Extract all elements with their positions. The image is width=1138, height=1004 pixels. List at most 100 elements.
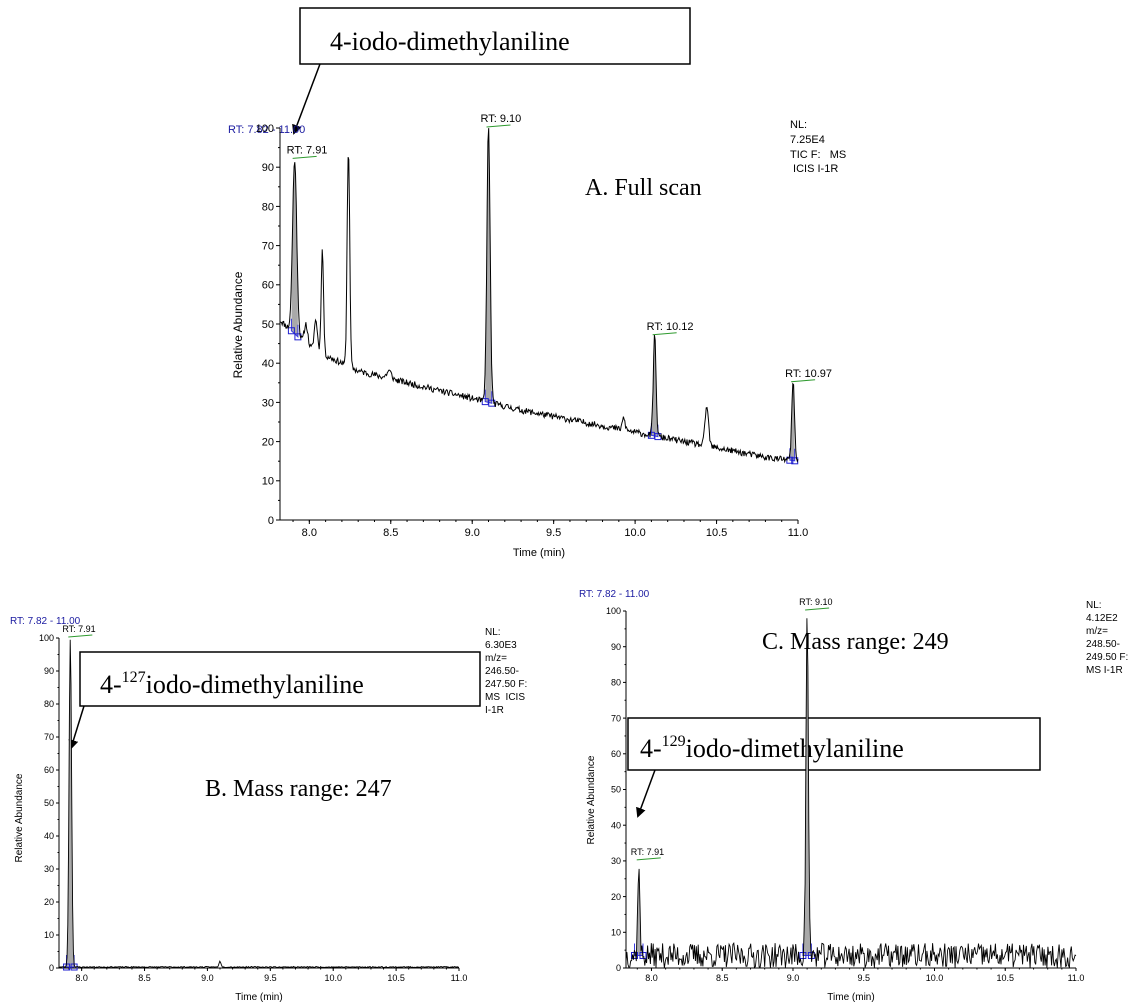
pb-ytick-label: 80 [44,699,54,709]
xlabel-a: Time (min) [513,547,565,559]
callout-c-isotope: 129 [662,733,686,750]
pc-ytick-label: 0 [616,963,621,973]
pa-xtick-label: 9.0 [465,527,480,539]
pa-peak-label: RT: 10.97 [785,368,832,380]
panel-c: RT: 7.82 - 11.00 C. Mass range: 249 NL: … [579,589,1128,1003]
nl-line-c-2: m/z= [1086,626,1108,637]
pc-integration-edge [634,943,644,956]
panel-label-c: C. Mass range: 249 [762,629,949,655]
nl-line-b-2: m/z= [485,653,507,664]
callout-b-rest: iodo-dimethylaniline [146,670,364,699]
pa-peak-area [485,128,492,404]
pb-ytick-label: 50 [44,798,54,808]
pa-integration-marker [481,398,489,406]
pa-ytick-label: 10 [262,476,274,488]
pb-ytick-label: 70 [44,732,54,742]
pc-xtick-label: 11.0 [1068,973,1085,983]
nl-line-c-3: 248.50- [1086,639,1120,650]
pc-ytick-label: 10 [611,927,621,937]
callout-c-rest: iodo-dimethylaniline [686,734,904,763]
callout-label-a: 4-iodo-dimethylaniline [330,27,570,56]
pa-signal-trace [279,128,799,464]
pc-integration-edge [802,943,812,956]
panel-a: 4-iodo-dimethylaniline RT: 7.82 - 11.00 … [228,7,846,559]
pb-ytick-label: 60 [44,765,54,775]
callout-c-prefix: 4- [640,734,662,763]
callout-b-prefix: 4- [100,670,122,699]
pc-ytick-label: 20 [611,892,621,902]
pc-xtick-label: 10.5 [996,973,1014,983]
pb-xtick-label: 10.5 [387,973,405,983]
pb-peak-label: RT: 7.91 [62,624,95,634]
pa-ytick-label: 90 [262,162,274,174]
pb-signal-trace [58,639,460,969]
panel-b: RT: 7.82 - 11.00 4-127iodo-dimethylanili… [10,616,527,1003]
pb-ytick-label: 100 [39,633,54,643]
pb-xtick-label: 9.0 [201,973,214,983]
pc-ytick-label: 40 [611,820,621,830]
pa-xtick-label: 8.5 [383,527,398,539]
rt-range-b: RT: 7.82 - 11.00 [10,616,81,627]
pc-xtick-label: 8.0 [645,973,658,983]
plot-area-a: 0 10 20 30 40 50 60 70 80 90 100 8.0 8.5 9.0 9.5 10.0 10… [256,113,832,539]
pc-xtick-label: 9.5 [857,973,870,983]
pa-peak-marker [791,379,816,383]
panel-label-a: A. Full scan [585,175,702,201]
pb-ytick-label: 40 [44,831,54,841]
xlabel-c: Time (min) [827,992,874,1003]
nl-line-a-3: ICIS I-1R [790,163,838,175]
pb-xtick-label: 10.0 [324,973,342,983]
pc-ytick-label: 30 [611,856,621,866]
pa-xtick-label: 10.0 [624,527,645,539]
nl-line-a-0: NL: [790,119,807,131]
pc-ytick-label: 50 [611,785,621,795]
pa-peak-marker [292,155,317,159]
pb-xtick-label: 11.0 [451,973,468,983]
nl-line-a-1: 7.25E4 [790,134,825,146]
plot-area-c: 0 10 20 30 40 50 60 70 80 90 100 8.0 8.5 9.0 9.5 10.0 10… [606,597,1084,983]
pc-signal-trace [625,618,1077,969]
pa-ytick-label: 0 [268,515,274,527]
nl-info-b: NL: 6.30E3 m/z= 246.50- 247.50 F: MS ICI… [485,627,527,716]
pa-peak-label: RT: 7.91 [287,144,328,156]
pa-ytick-label: 40 [262,358,274,370]
pc-ytick-label: 100 [606,606,621,616]
pa-ytick-label: 50 [262,319,274,331]
callout-box-b [79,651,481,707]
pc-ytick-label: 70 [611,713,621,723]
pc-peak-marker [636,857,661,861]
pb-ytick-label: 10 [44,930,54,940]
pa-ytick-label: 60 [262,280,274,292]
pb-xtick-label: 8.0 [75,973,88,983]
pa-ytick-label: 20 [262,436,274,448]
nl-line-b-5: MS ICIS [485,692,525,703]
pb-ytick-label: 30 [44,864,54,874]
nl-line-b-3: 246.50- [485,666,519,677]
pc-peak-label: RT: 7.91 [631,847,664,857]
callout-label-c: 4-129iodo-dimethylaniline [640,733,904,763]
nl-line-b-6: I-1R [485,705,504,716]
pa-peak-label: RT: 10.12 [647,321,694,333]
pc-xtick-label: 9.0 [787,973,800,983]
pa-integration-marker [287,327,295,335]
pc-ytick-label: 80 [611,678,621,688]
pb-xtick-label: 9.5 [264,973,277,983]
callout-label-b: 4-127iodo-dimethylaniline [100,669,364,699]
nl-info-a: NL: 7.25E4 TIC F: MS ICIS I-1R [790,119,846,175]
callout-box-a [299,7,691,65]
nl-line-c-0: NL: [1086,600,1102,611]
ylabel-b: Relative Abundance [14,773,25,862]
pb-ytick-label: 0 [49,963,54,973]
pc-xtick-label: 8.5 [716,973,729,983]
pc-xtick-label: 10.0 [926,973,944,983]
nl-info-c: NL: 4.12E2 m/z= 248.50- 249.50 F: MS I-1… [1086,600,1128,676]
nl-line-c-5: MS I-1R [1086,665,1123,676]
ylabel-a: Relative Abundance [231,271,245,378]
rt-range-c: RT: 7.82 - 11.00 [579,589,650,600]
pa-peak-area [651,334,658,437]
pa-ytick-label: 80 [262,201,274,213]
pa-peak-marker [486,124,511,128]
pc-peak-marker [805,607,830,611]
pc-peak-label: RT: 9.10 [799,597,832,607]
